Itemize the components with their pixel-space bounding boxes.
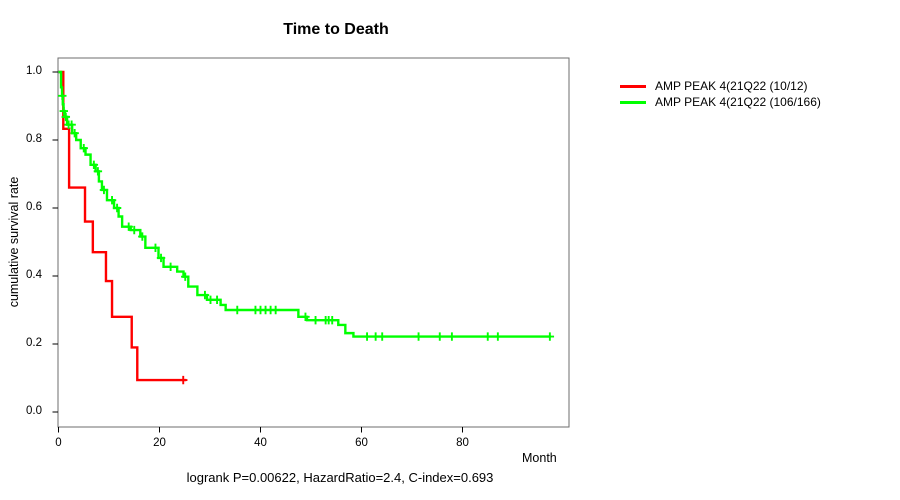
censor-marks-red bbox=[179, 375, 188, 385]
y-tick-label: 0.8 bbox=[26, 133, 42, 145]
x-tick-label: 20 bbox=[153, 437, 166, 449]
x-tick-label: 60 bbox=[355, 437, 368, 449]
y-tick-label: 0.6 bbox=[26, 201, 42, 213]
x-tick-label: 0 bbox=[55, 437, 62, 449]
y-tick-label: 0.2 bbox=[26, 337, 42, 349]
legend-item: AMP PEAK 4(21Q22 (10/12) bbox=[620, 79, 821, 95]
y-tick-label: 0.4 bbox=[26, 269, 42, 281]
x-tick-label: 40 bbox=[254, 437, 267, 449]
x-tick-label: 80 bbox=[456, 437, 469, 449]
legend-line-red bbox=[620, 85, 646, 89]
y-tick-label: 0.0 bbox=[26, 405, 42, 417]
censor-marks-green bbox=[58, 91, 555, 341]
legend-item: AMP PEAK 4(21Q22 (106/166) bbox=[620, 95, 821, 111]
plot-box bbox=[57, 57, 570, 428]
survival-curve-green bbox=[58, 70, 551, 338]
stats-footer: logrank P=0.00622, HazardRatio=2.4, C-in… bbox=[186, 470, 494, 485]
legend: AMP PEAK 4(21Q22 (10/12) AMP PEAK 4(21Q22… bbox=[620, 79, 821, 110]
legend-label: AMP PEAK 4(21Q22 (10/12) bbox=[655, 79, 808, 94]
y-tick-label: 1.0 bbox=[26, 65, 42, 77]
legend-line-green bbox=[620, 100, 646, 104]
legend-label: AMP PEAK 4(21Q22 (106/166) bbox=[655, 94, 821, 109]
x-axis-unit-label: Month bbox=[522, 451, 557, 465]
chart-title: Time to Death bbox=[283, 21, 389, 38]
